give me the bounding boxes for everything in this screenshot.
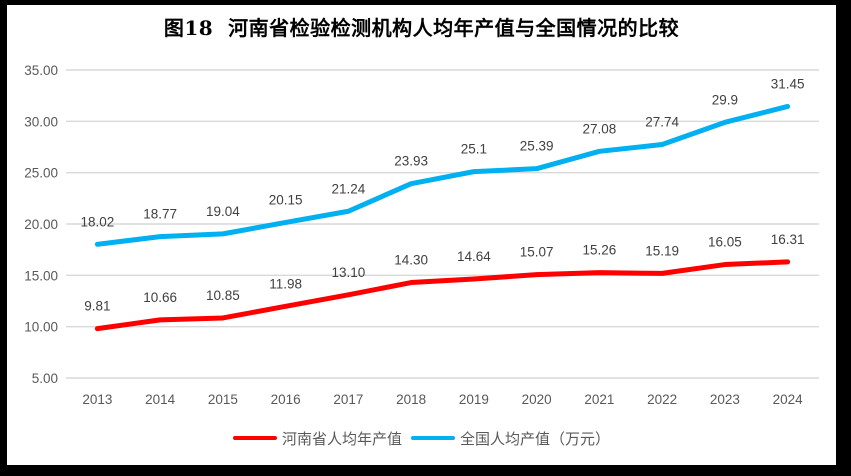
y-axis-tick-label: 5.00 <box>32 371 58 386</box>
x-axis-tick-label: 2022 <box>647 392 677 407</box>
data-label: 10.85 <box>206 288 240 303</box>
data-label: 27.08 <box>582 121 616 136</box>
y-axis-tick-label: 10.00 <box>24 320 58 335</box>
data-label: 15.07 <box>520 245 554 260</box>
legend-label-henan: 河南省人均年产值 <box>281 430 402 448</box>
data-label: 31.45 <box>771 76 805 91</box>
x-axis-tick-label: 2023 <box>710 392 740 407</box>
data-label: 15.19 <box>645 243 679 258</box>
x-axis-tick-label: 2019 <box>459 392 489 407</box>
y-axis-tick-label: 25.00 <box>24 166 58 181</box>
data-label: 23.93 <box>394 154 428 169</box>
chart-canvas <box>7 5 836 465</box>
data-label: 11.98 <box>269 276 302 291</box>
y-axis-tick-label: 30.00 <box>24 114 58 129</box>
data-label: 20.15 <box>269 192 303 207</box>
y-axis-tick-label: 15.00 <box>24 268 58 283</box>
data-label: 14.30 <box>394 253 428 268</box>
legend-label-national: 全国人均产值（万元） <box>460 430 611 448</box>
x-axis-tick-label: 2024 <box>773 392 804 407</box>
data-label: 15.26 <box>582 243 616 258</box>
data-label: 13.10 <box>331 265 365 280</box>
legend-item-henan: 河南省人均年产值 <box>232 428 402 449</box>
data-label: 19.04 <box>206 204 240 219</box>
legend-line-swatch-red <box>232 436 277 440</box>
data-label: 25.1 <box>461 142 487 157</box>
legend-line-swatch-blue <box>411 436 455 440</box>
x-axis-tick-label: 2015 <box>208 392 238 407</box>
data-label: 18.02 <box>80 214 114 229</box>
data-label: 29.9 <box>712 92 738 107</box>
y-axis-tick-label: 35.00 <box>24 63 58 78</box>
x-axis-tick-label: 2016 <box>271 392 301 407</box>
data-label: 18.77 <box>143 207 177 222</box>
x-axis-tick-label: 2021 <box>584 392 614 407</box>
data-label: 10.66 <box>143 290 177 305</box>
legend: 河南省人均年产值 全国人均产值（万元） <box>7 427 836 449</box>
x-axis-tick-label: 2014 <box>145 392 176 407</box>
data-label: 9.81 <box>84 299 110 314</box>
x-axis-tick-label: 2013 <box>82 392 112 407</box>
data-label: 14.64 <box>457 249 491 264</box>
data-label: 16.05 <box>708 235 742 250</box>
x-axis-tick-label: 2017 <box>333 392 363 407</box>
data-label: 21.24 <box>331 181 365 196</box>
x-axis-tick-label: 2020 <box>522 392 552 407</box>
series-line-1 <box>94 103 791 247</box>
data-label: 25.39 <box>520 139 554 154</box>
series-line-0 <box>94 259 791 332</box>
x-axis-tick-label: 2018 <box>396 392 426 407</box>
chart-title: 图18 河南省检验检测机构人均年产值与全国情况的比较 <box>163 16 680 40</box>
y-axis-tick-label: 20.00 <box>24 217 58 232</box>
legend-item-national: 全国人均产值（万元） <box>411 428 610 449</box>
data-label: 16.31 <box>771 232 805 247</box>
data-label: 27.74 <box>645 115 679 130</box>
